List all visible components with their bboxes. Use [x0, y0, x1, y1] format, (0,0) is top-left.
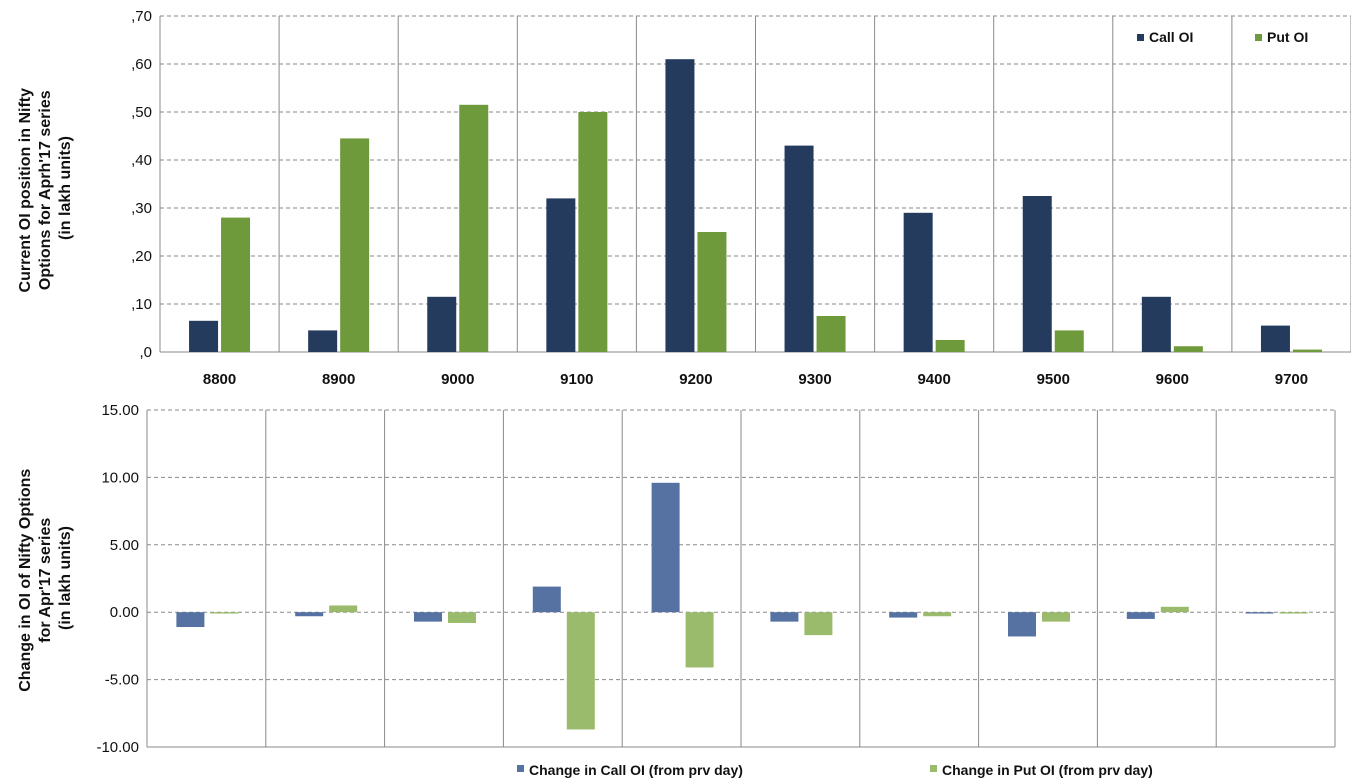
- top-bar-put-8900: [340, 138, 370, 352]
- top-bar-put-9400: [935, 340, 965, 352]
- bottom-y-axis-label: Change in OI of Nifty Options for Apr'17…: [17, 464, 74, 692]
- top-bar-call-9600: [1141, 296, 1171, 352]
- top-legend: Call OI Put OI: [1137, 29, 1308, 45]
- top-x-tick-label: 8900: [322, 371, 355, 388]
- top-y-tick-label: ,70: [131, 8, 152, 25]
- top-bar-call-8800: [189, 320, 219, 352]
- call-put-oi-chart: ,0 ,10 ,20 ,30 ,40 ,50 ,60 ,70 8800 8900 9000 9100…: [17, 8, 1351, 388]
- top-y-tick-label: ,60: [131, 56, 152, 73]
- bottom-bar-put-9500: [1042, 612, 1070, 622]
- bottom-y-tick-label: 10.00: [101, 469, 139, 486]
- top-bar-call-8900: [308, 330, 338, 352]
- top-x-tick-label: 9700: [1275, 371, 1308, 388]
- legend-swatch-put-oi: [1255, 34, 1262, 41]
- bottom-bar-put-8800: [210, 612, 239, 614]
- bottom-bar-put-9400: [923, 612, 952, 617]
- bottom-legend: Change in Call OI (from prv day) Change …: [517, 762, 1153, 778]
- top-bar-put-9300: [816, 316, 846, 352]
- top-y-tick-labels: ,0 ,10 ,20 ,30 ,40 ,50 ,60 ,70: [131, 8, 152, 361]
- top-bar-call-9200: [665, 59, 695, 352]
- bottom-bar-call-9500: [1008, 612, 1036, 637]
- top-bar-call-9400: [903, 212, 933, 352]
- bottom-y-tick-label: 5.00: [110, 537, 139, 554]
- top-category-separators: [159, 16, 1351, 352]
- top-x-tick-label: 9200: [679, 371, 712, 388]
- top-y-tick-label: ,20: [131, 248, 152, 265]
- bottom-y-axis-label-line1: Change in OI of Nifty Options: [17, 469, 34, 692]
- legend-label-call-oi: Call OI: [1149, 29, 1193, 45]
- top-x-tick-label: 9300: [798, 371, 831, 388]
- top-y-tick-label: ,40: [131, 152, 152, 169]
- bottom-y-axis-label-line3: (in lakh units): [57, 526, 74, 630]
- top-bar-put-9600: [1173, 346, 1203, 352]
- bottom-y-tick-label: 15.00: [101, 402, 139, 419]
- top-x-tick-label: 9600: [1156, 371, 1189, 388]
- top-y-tick-label: ,50: [131, 104, 152, 121]
- top-x-tick-label: 8800: [203, 371, 236, 388]
- bottom-bar-put-9600: [1160, 606, 1189, 613]
- change-in-oi-chart: -10.00 -5.00 0.00 5.00 10.00 15.00 Change in …: [17, 402, 1336, 778]
- legend-label-change-call: Change in Call OI (from prv day): [529, 762, 743, 778]
- bottom-bar-put-9700: [1279, 612, 1308, 614]
- bottom-bar-call-9100: [532, 586, 561, 613]
- top-y-axis-label: Current OI position in Nifty Options for…: [17, 84, 74, 293]
- top-bar-call-9100: [546, 198, 576, 352]
- top-y-axis-label-line3: (in lakh units): [57, 136, 74, 240]
- top-y-tick-label: ,0: [139, 344, 152, 361]
- top-bar-put-9700: [1292, 349, 1322, 352]
- legend-swatch-change-put: [930, 765, 937, 772]
- bottom-bar-put-9200: [685, 612, 714, 668]
- top-bar-put-9100: [578, 112, 608, 352]
- top-bar-put-8800: [221, 217, 251, 352]
- bottom-y-axis-label-line2: for Apr'17 series: [37, 518, 54, 643]
- bottom-bar-call-9300: [770, 612, 799, 622]
- top-bar-call-9000: [427, 296, 457, 352]
- top-bar-call-9700: [1260, 325, 1290, 352]
- bottom-bars: [176, 482, 1308, 730]
- legend-swatch-call-oi: [1137, 34, 1144, 41]
- top-x-tick-label: 9000: [441, 371, 474, 388]
- top-bar-call-9500: [1022, 196, 1052, 352]
- top-bar-put-9000: [459, 104, 489, 352]
- bottom-y-tick-label: -10.00: [96, 739, 139, 756]
- bottom-bar-put-9000: [448, 612, 476, 623]
- top-bar-call-9300: [784, 145, 814, 352]
- bottom-bar-call-9000: [414, 612, 442, 622]
- bottom-bar-call-8800: [176, 612, 205, 628]
- bottom-bar-call-9200: [651, 482, 680, 613]
- bottom-bar-put-8900: [329, 605, 358, 613]
- top-bar-put-9500: [1054, 330, 1084, 352]
- bottom-bar-call-9400: [889, 612, 918, 618]
- top-y-tick-label: ,10: [131, 296, 152, 313]
- bottom-y-tick-label: 0.00: [110, 604, 139, 621]
- top-x-tick-labels: 8800 8900 9000 9100 9200 9300 9400 9500 9600 9700: [203, 371, 1308, 388]
- bottom-bar-put-9300: [804, 612, 833, 636]
- top-y-axis-label-line2: Options for Aprh'17 series: [37, 90, 54, 290]
- top-bars: [189, 59, 1322, 352]
- legend-label-change-put: Change in Put OI (from prv day): [942, 762, 1153, 778]
- top-y-axis-label-line1: Current OI position in Nifty: [17, 88, 34, 293]
- bottom-bar-call-8900: [295, 612, 324, 617]
- bottom-bar-call-9600: [1126, 612, 1155, 619]
- bottom-bar-call-9700: [1245, 612, 1274, 614]
- bottom-bar-put-9100: [566, 612, 595, 730]
- top-x-tick-label: 9400: [917, 371, 950, 388]
- bottom-category-separators: [146, 410, 1336, 747]
- top-x-tick-label: 9500: [1037, 371, 1070, 388]
- top-x-tick-label: 9100: [560, 371, 593, 388]
- bottom-y-tick-labels: -10.00 -5.00 0.00 5.00 10.00 15.00: [96, 402, 139, 756]
- top-bar-put-9200: [697, 232, 727, 352]
- legend-label-put-oi: Put OI: [1267, 29, 1308, 45]
- legend-swatch-change-call: [517, 765, 524, 772]
- bottom-y-tick-label: -5.00: [105, 672, 139, 689]
- top-y-tick-label: ,30: [131, 200, 152, 217]
